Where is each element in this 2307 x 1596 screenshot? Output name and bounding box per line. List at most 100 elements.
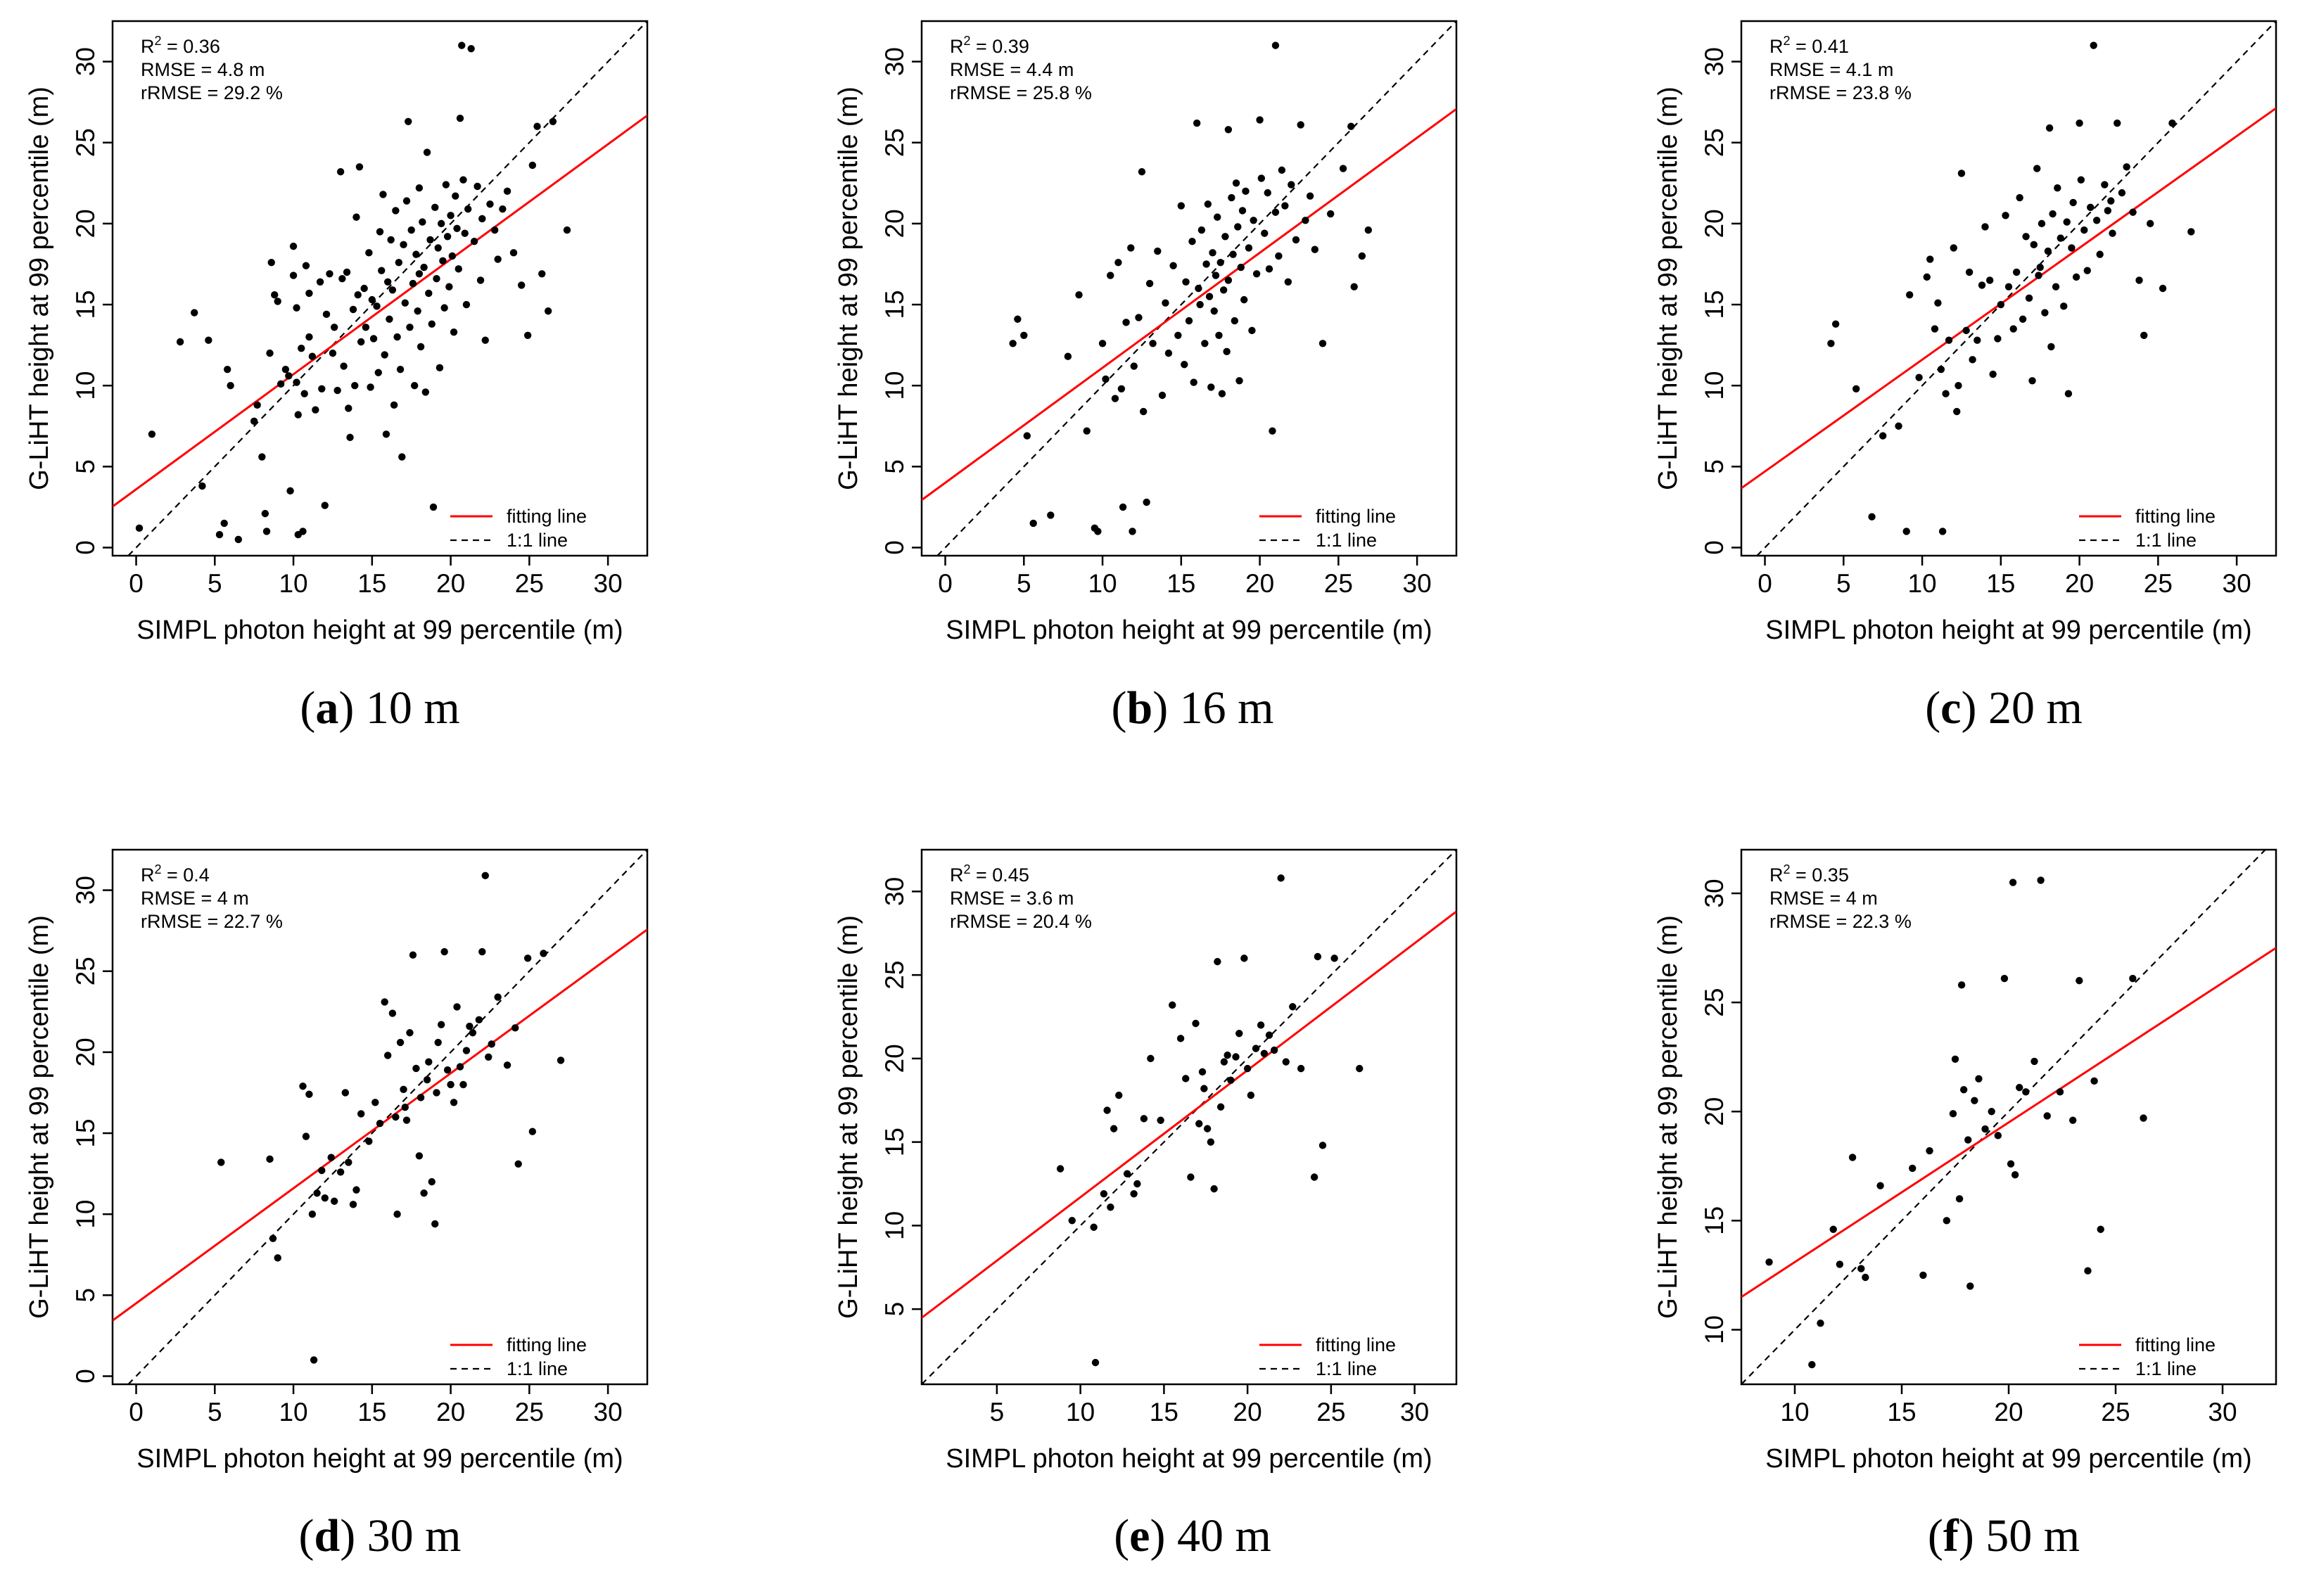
- data-point: [1945, 336, 1953, 344]
- data-point: [1966, 1282, 1974, 1290]
- data-point: [2083, 267, 2091, 274]
- data-point: [437, 1021, 445, 1028]
- data-point: [1127, 244, 1135, 252]
- data-point: [1252, 270, 1261, 278]
- data-point: [452, 192, 459, 200]
- data-point: [321, 502, 329, 509]
- data-point: [426, 236, 434, 244]
- data-point: [1965, 268, 1974, 276]
- data-point: [549, 117, 557, 125]
- data-point: [1197, 226, 1206, 234]
- x-tick-label: 10: [1066, 1398, 1095, 1426]
- data-point: [453, 224, 461, 232]
- x-axis-label: SIMPL photon height at 99 percentile (m): [1765, 615, 2251, 645]
- x-tick-label: 15: [1986, 569, 2015, 598]
- data-point: [2057, 234, 2064, 242]
- y-tick-label: 25: [1700, 988, 1729, 1017]
- y-tick-label: 30: [71, 876, 100, 905]
- data-point: [1857, 1265, 1865, 1272]
- data-point: [382, 430, 390, 438]
- data-point: [367, 383, 374, 391]
- data-point: [1094, 528, 1102, 535]
- x-axis-label: SIMPL photon height at 99 percentile (m): [946, 1444, 1432, 1474]
- data-point: [503, 187, 511, 196]
- data-point: [1989, 370, 1997, 378]
- r-squared-annotation: R2 = 0.41: [1769, 34, 1849, 57]
- rmse-annotation: RMSE = 4 m: [141, 888, 249, 909]
- data-point: [414, 307, 421, 315]
- data-point: [2123, 163, 2130, 171]
- data-point: [266, 349, 274, 357]
- data-point: [423, 1075, 431, 1084]
- data-point: [2030, 1057, 2038, 1066]
- x-tick-label: 15: [1150, 1398, 1178, 1426]
- data-point: [420, 263, 428, 272]
- data-point: [1260, 1049, 1269, 1057]
- data-point: [1090, 1223, 1098, 1231]
- data-point: [1248, 326, 1256, 335]
- data-point: [2054, 184, 2061, 192]
- y-tick-label: 5: [71, 1288, 100, 1303]
- data-point: [2033, 165, 2041, 172]
- data-point: [1110, 1125, 1118, 1132]
- data-point: [1181, 361, 1188, 369]
- data-point: [412, 1064, 420, 1073]
- data-point: [333, 386, 341, 395]
- data-point: [1997, 300, 2005, 309]
- data-point: [2043, 1112, 2051, 1120]
- y-tick-label: 10: [71, 1200, 100, 1229]
- data-point: [2159, 284, 2167, 293]
- data-point: [305, 289, 313, 298]
- data-point: [2016, 193, 2023, 202]
- y-tick-label: 10: [1700, 371, 1729, 400]
- data-point: [544, 307, 552, 315]
- data-point: [1953, 407, 1961, 416]
- data-point: [293, 304, 300, 312]
- data-point: [434, 1038, 442, 1047]
- fitting-line: [1741, 107, 2276, 490]
- data-point: [459, 176, 467, 184]
- data-point: [2090, 42, 2097, 49]
- data-point: [1297, 1064, 1305, 1073]
- data-point: [1190, 378, 1197, 386]
- data-point: [1975, 1075, 1983, 1083]
- y-axis-label: G-LiHT height at 99 percentile (m): [25, 915, 54, 1319]
- panel-letter: d: [314, 1510, 341, 1562]
- data-point: [433, 1089, 440, 1097]
- data-point: [1852, 385, 1860, 392]
- data-point: [1075, 291, 1083, 299]
- data-point: [2064, 390, 2073, 397]
- r-squared-annotation: R2 = 0.36: [141, 34, 220, 57]
- data-point: [1247, 1091, 1255, 1099]
- data-point: [1111, 395, 1119, 402]
- panel-resolution: 20 m: [1988, 682, 2083, 734]
- panel-letter: b: [1126, 682, 1153, 734]
- x-tick-label: 20: [1233, 1398, 1262, 1426]
- y-tick-label: 30: [71, 47, 100, 76]
- data-point: [343, 268, 351, 276]
- data-point: [1133, 1180, 1141, 1188]
- data-point: [1942, 390, 1950, 397]
- data-point: [1223, 347, 1231, 356]
- data-point: [300, 390, 308, 397]
- data-point: [294, 411, 302, 419]
- data-point: [349, 305, 357, 314]
- data-point: [318, 385, 326, 392]
- data-point: [2087, 203, 2095, 212]
- data-point: [464, 205, 472, 213]
- data-point: [299, 1083, 307, 1090]
- plot-frame: [1740, 20, 2277, 557]
- data-point: [388, 1009, 397, 1017]
- panel-caption: (d) 30 m: [298, 1510, 462, 1562]
- data-point: [373, 302, 381, 310]
- legend-one-to-one-label: 1:1 line: [2135, 530, 2197, 551]
- data-point: [285, 372, 293, 380]
- data-point: [1364, 226, 1373, 234]
- data-point: [402, 197, 411, 205]
- data-point: [1909, 1164, 1917, 1173]
- data-point: [1047, 511, 1055, 519]
- data-point: [499, 205, 507, 213]
- data-point: [2035, 272, 2042, 279]
